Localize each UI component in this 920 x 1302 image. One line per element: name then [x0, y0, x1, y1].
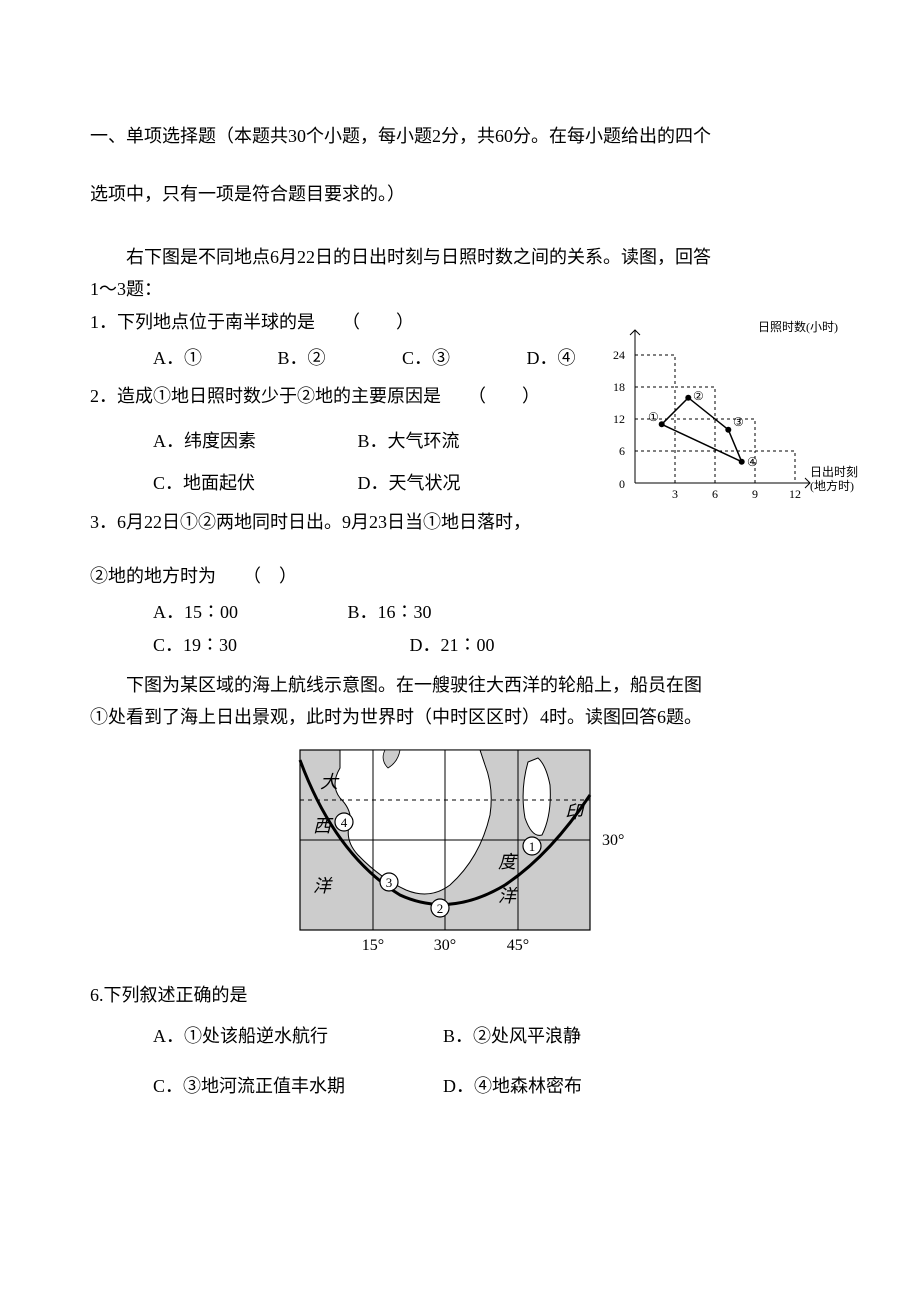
xtick-3: 3: [672, 487, 678, 501]
intro-1-line-a: 右下图是不同地点6月22日的日出时刻与日照时数之间的关系。读图，回答: [90, 241, 830, 273]
intro-1-line-b: 1～3题：: [90, 273, 830, 305]
q2-opt-b: B．大气环流: [358, 425, 460, 457]
pt-2: [685, 394, 691, 400]
q6-opt-d: D．④地森林密布: [443, 1070, 723, 1102]
lon-15: 15°: [362, 937, 384, 954]
intro-2-line-a: 下图为某区域的海上航线示意图。在一艘驶往大西洋的轮船上，船员在图: [90, 669, 830, 701]
chart1-ylabel: 日照时数(小时): [758, 319, 838, 334]
intro-2-line-b: ①处看到了海上日出景观，此时为世界时（中时区区时）4时。读图回答6题。: [90, 701, 830, 733]
section-title-line2: 选项中，只有一项是符合题目要求的。）: [90, 178, 830, 210]
chart1-xlabel: 日出时刻: [810, 465, 858, 479]
pt-3-label: ③: [733, 415, 744, 429]
ocean-l3: 洋: [313, 876, 333, 896]
xtick-6: 6: [712, 487, 718, 501]
q3-opt-b: B．16∶30: [348, 596, 432, 628]
chart1-svg: 日照时数(小时) 日出时刻 (地方时) 0 6 12 18 24 3 6 9 1…: [600, 318, 860, 513]
q3-text2: ②地的地方时为 （ ）: [90, 560, 830, 592]
q3-options-row2: C．19∶30 D．21∶00: [90, 629, 830, 661]
xtick-9: 9: [752, 487, 758, 501]
xtick-12: 12: [789, 487, 801, 501]
ytick-18: 18: [613, 380, 625, 394]
section-title-line1: 一、单项选择题（本题共30个小题，每小题2分，共60分。在每小题给出的四个: [90, 120, 830, 152]
pt-3: [725, 426, 731, 432]
svg-text:3: 3: [386, 875, 393, 890]
ocean-r2: 度: [498, 852, 519, 872]
map-container: 1 2 3 4 大 西 洋 印 度 洋 30° 15° 30° 45°: [90, 740, 830, 975]
q1-opt-a: A．①: [153, 342, 273, 374]
ocean-l2: 西: [313, 816, 334, 836]
q1-q3-block: 日照时数(小时) 日出时刻 (地方时) 0 6 12 18 24 3 6 9 1…: [90, 306, 830, 538]
ytick-12: 12: [613, 412, 625, 426]
q6-options: A．①处该船逆水航行 B．②处风平浪静 C．③地河流正值丰水期 D．④地森林密布: [90, 1020, 830, 1103]
q3-opt-c: C．19∶30: [153, 629, 343, 661]
svg-text:2: 2: [437, 901, 444, 916]
chart1-xlabel2: (地方时): [810, 478, 854, 493]
ytick-0: 0: [619, 477, 625, 491]
pt-1-label: ①: [648, 410, 659, 424]
q1-opt-c: C．③: [402, 342, 522, 374]
ytick-6: 6: [619, 444, 625, 458]
q6-opt-a: A．①处该船逆水航行: [153, 1020, 433, 1052]
q6-opt-b: B．②处风平浪静: [443, 1020, 723, 1052]
q1-opt-b: B．②: [278, 342, 398, 374]
pt-1: [659, 421, 665, 427]
lon-30: 30°: [434, 937, 456, 954]
section-title: 一、单项选择题（本题共30个小题，每小题2分，共60分。在每小题给出的四个 选项…: [90, 120, 830, 211]
q2-opt-a: A．纬度因素: [153, 425, 353, 457]
map-svg: 1 2 3 4 大 西 洋 印 度 洋 30° 15° 30° 45°: [280, 740, 640, 965]
q3-opt-a: A．15∶00: [153, 596, 343, 628]
ocean-r3: 洋: [498, 886, 518, 906]
q2-opt-c: C．地面起伏: [153, 467, 353, 499]
ytick-24: 24: [613, 348, 625, 362]
q3-opt-d: D．21∶00: [348, 629, 495, 661]
pt-2-label: ②: [693, 389, 704, 403]
q2-opt-d: D．天气状况: [358, 467, 461, 499]
svg-text:4: 4: [341, 815, 348, 830]
lon-45: 45°: [507, 937, 529, 954]
ocean-l1: 大: [320, 772, 340, 792]
svg-text:1: 1: [529, 839, 536, 854]
q6-opt-c: C．③地河流正值丰水期: [153, 1070, 433, 1102]
q3-options-row1: A．15∶00 B．16∶30: [90, 596, 830, 628]
ocean-r1: 印: [565, 802, 585, 822]
q6-text: 6.下列叙述正确的是: [90, 979, 830, 1011]
lat-30: 30°: [602, 832, 624, 849]
pt-4: [739, 458, 745, 464]
pt-4-label: ④: [747, 455, 758, 469]
chart-sunrise-hours: 日照时数(小时) 日出时刻 (地方时) 0 6 12 18 24 3 6 9 1…: [600, 318, 860, 523]
